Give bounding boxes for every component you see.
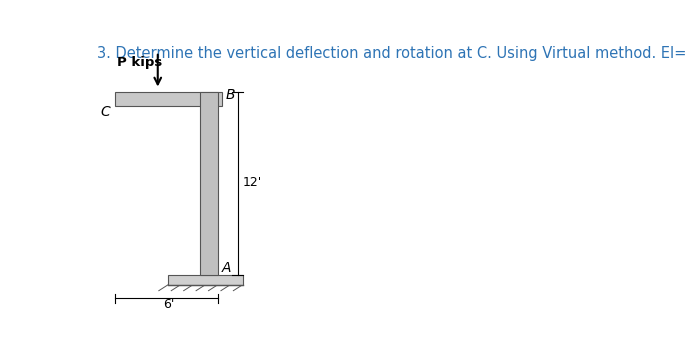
- Text: 6': 6': [163, 298, 174, 311]
- Text: 3. Determine the vertical deflection and rotation at C. Using Virtual method. EI: 3. Determine the vertical deflection and…: [96, 46, 687, 61]
- Text: B: B: [225, 88, 235, 102]
- Text: P kips: P kips: [117, 56, 162, 69]
- Bar: [168, 275, 243, 285]
- Text: 12': 12': [243, 176, 262, 189]
- Text: A: A: [222, 261, 231, 275]
- Bar: [201, 92, 218, 275]
- Bar: [115, 92, 222, 106]
- Text: C: C: [101, 105, 111, 119]
